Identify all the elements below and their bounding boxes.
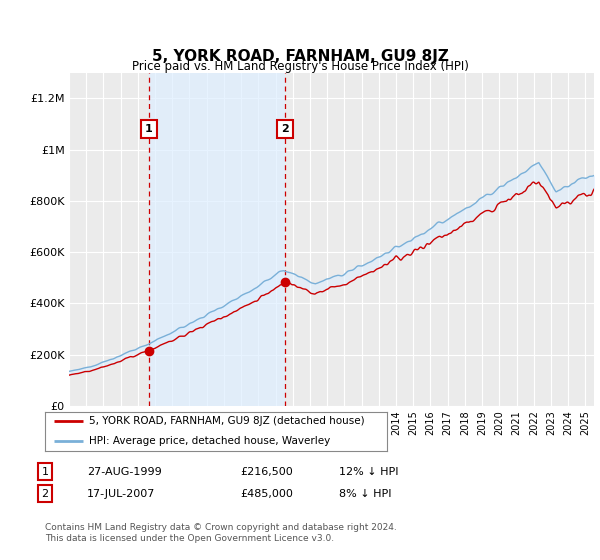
Text: 5, YORK ROAD, FARNHAM, GU9 8JZ: 5, YORK ROAD, FARNHAM, GU9 8JZ [152,49,448,63]
Text: 12% ↓ HPI: 12% ↓ HPI [339,466,398,477]
Text: 2: 2 [41,489,49,499]
Text: Price paid vs. HM Land Registry's House Price Index (HPI): Price paid vs. HM Land Registry's House … [131,59,469,73]
Text: 5, YORK ROAD, FARNHAM, GU9 8JZ (detached house): 5, YORK ROAD, FARNHAM, GU9 8JZ (detached… [89,417,365,426]
Text: £485,000: £485,000 [240,489,293,499]
Text: HPI: Average price, detached house, Waverley: HPI: Average price, detached house, Wave… [89,436,331,446]
Text: 27-AUG-1999: 27-AUG-1999 [87,466,162,477]
Text: 8% ↓ HPI: 8% ↓ HPI [339,489,391,499]
Text: Contains HM Land Registry data © Crown copyright and database right 2024.
This d: Contains HM Land Registry data © Crown c… [45,524,397,543]
Bar [149,73,285,406]
Text: 17-JUL-2007: 17-JUL-2007 [87,489,155,499]
Text: 1: 1 [41,466,49,477]
Text: £216,500: £216,500 [240,466,293,477]
Text: 2: 2 [281,124,289,134]
Text: 1: 1 [145,124,153,134]
